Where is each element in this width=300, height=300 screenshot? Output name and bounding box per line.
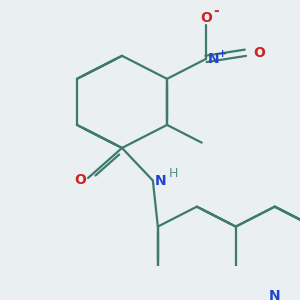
Text: O: O (200, 11, 212, 25)
Text: N: N (208, 52, 220, 66)
Text: O: O (254, 46, 265, 60)
Text: H: H (169, 167, 178, 180)
Text: N: N (269, 289, 281, 300)
Text: N: N (155, 173, 167, 188)
Text: -: - (213, 4, 219, 18)
Text: O: O (74, 173, 86, 187)
Text: +: + (218, 49, 227, 58)
